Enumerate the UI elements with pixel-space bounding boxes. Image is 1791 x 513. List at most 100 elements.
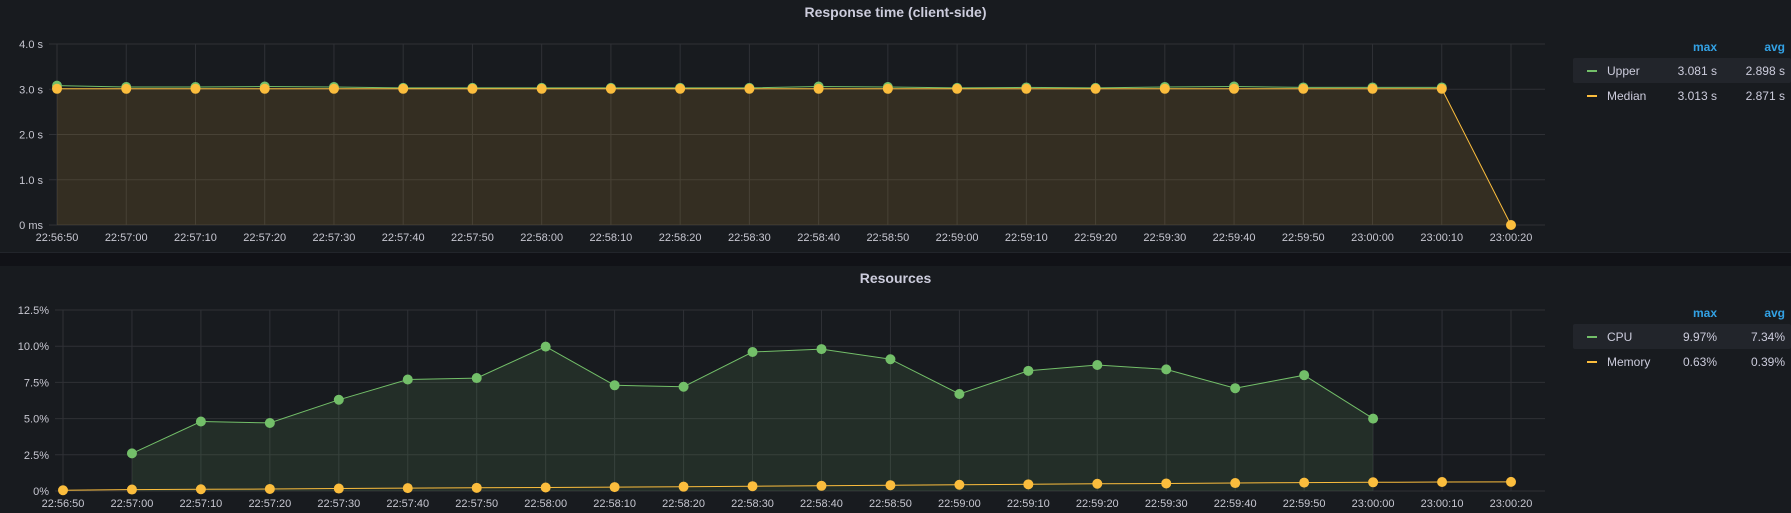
y-tick-label: 3.0 s (19, 84, 43, 96)
y-tick-label: 0 ms (19, 220, 43, 232)
x-tick-label: 22:58:00 (520, 232, 563, 244)
legend-series-name: Median (1607, 89, 1647, 103)
y-tick-label: 2.0 s (19, 130, 43, 142)
data-point-memory (1506, 476, 1516, 487)
data-point-memory (471, 482, 482, 493)
y-tick-label: 1.0 s (19, 175, 43, 187)
series-area-cpu (132, 346, 1374, 491)
x-tick-label: 22:57:20 (243, 232, 286, 244)
x-tick-label: 23:00:10 (1420, 232, 1463, 244)
legend-max-header[interactable]: max (1692, 40, 1717, 54)
data-point-cpu (126, 448, 137, 459)
x-tick-label: 22:59:20 (1074, 232, 1117, 244)
data-point-memory (402, 483, 413, 494)
data-point-memory (1368, 477, 1379, 488)
x-tick-label: 23:00:20 (1490, 498, 1533, 510)
resources-panel: Resources 0% 2.5% 5.0% 7.5% 10.0% 12.5% 22:56:… (0, 266, 1791, 513)
data-point-median (1229, 83, 1240, 94)
resources-legend: max avg CPU 9.97% 7.34% Memory 0.63% 0.3… (1573, 304, 1791, 374)
data-point-median (744, 83, 755, 94)
series-color-swatch (1587, 70, 1597, 72)
data-point-median (1159, 83, 1170, 94)
legend-avg-value: 0.39% (1750, 355, 1785, 369)
x-tick-label: 22:59:10 (1007, 498, 1050, 510)
x-tick-label: 22:59:40 (1213, 232, 1256, 244)
data-point-cpu (609, 380, 620, 391)
x-tick-label: 22:58:50 (869, 498, 912, 510)
x-tick-label: 22:57:50 (451, 232, 494, 244)
data-point-cpu (1161, 364, 1172, 375)
series-area-median (57, 88, 1511, 225)
data-point-median (813, 83, 824, 94)
data-point-cpu (1092, 360, 1103, 371)
series-line-memory (62, 481, 1512, 491)
legend-max-header[interactable]: max (1692, 306, 1717, 320)
data-point-cpu (264, 417, 275, 428)
legend-item-upper[interactable]: Upper 3.081 s 2.898 s (1573, 58, 1791, 83)
data-point-median (328, 83, 339, 94)
data-point-cpu (1230, 383, 1241, 394)
y-tick-label: 10.0% (18, 341, 49, 353)
legend-avg-header[interactable]: avg (1764, 306, 1785, 320)
data-point-cpu (333, 394, 344, 405)
data-point-cpu (540, 341, 551, 352)
data-point-median (1021, 83, 1032, 94)
response-time-chart[interactable]: 0 ms 1.0 s 2.0 s 3.0 s 4.0 s 22:56:50 22:57:00… (0, 0, 1560, 252)
data-point-memory (195, 484, 206, 495)
response-time-legend: max avg Upper 3.081 s 2.898 s Median 3.0… (1573, 38, 1791, 108)
data-point-memory (126, 484, 137, 495)
data-point-memory (1437, 477, 1448, 488)
y-tick-label: 7.5% (24, 377, 49, 389)
x-tick-label: 22:59:10 (1005, 232, 1048, 244)
data-point-cpu (471, 373, 482, 384)
data-point-memory (1023, 479, 1034, 490)
x-tick-label: 23:00:00 (1352, 498, 1395, 510)
data-point-median (398, 83, 409, 94)
data-point-cpu (885, 354, 896, 365)
legend-series-name: CPU (1607, 330, 1633, 344)
legend-avg-value: 2.871 s (1745, 89, 1785, 103)
x-tick-label: 22:58:40 (797, 232, 840, 244)
data-point-median (1436, 83, 1447, 94)
legend-avg-header[interactable]: avg (1764, 40, 1785, 54)
legend-item-memory[interactable]: Memory 0.63% 0.39% (1573, 349, 1791, 374)
x-tick-label: 22:58:10 (593, 498, 636, 510)
data-point-memory (885, 480, 896, 491)
x-tick-label: 22:59:30 (1145, 498, 1188, 510)
x-tick-label: 22:57:30 (313, 232, 356, 244)
panel-title: Resources (859, 270, 932, 286)
series-color-swatch (1587, 95, 1597, 97)
data-point-memory (1092, 478, 1103, 489)
x-tick-label: 22:59:30 (1143, 232, 1186, 244)
x-tick-label: 22:57:40 (386, 498, 429, 510)
data-point-memory (540, 482, 551, 493)
series-color-swatch (1587, 361, 1597, 363)
legend-item-median[interactable]: Median 3.013 s 2.871 s (1573, 83, 1791, 108)
x-tick-label: 22:59:20 (1076, 498, 1119, 510)
data-point-median (605, 83, 616, 94)
data-point-median (121, 83, 132, 94)
data-point-cpu (1023, 365, 1034, 376)
x-tick-label: 22:59:50 (1282, 232, 1325, 244)
data-point-memory (816, 480, 827, 491)
x-tick-label: 22:58:30 (728, 232, 771, 244)
legend-header: max avg (1573, 38, 1791, 58)
legend-item-cpu[interactable]: CPU 9.97% 7.34% (1573, 324, 1791, 349)
response-time-panel: Response time (client-side) 0 ms 1.0 s 2.0… (0, 0, 1791, 253)
data-point-cpu (1299, 370, 1310, 381)
y-tick-label: 4.0 s (19, 39, 43, 51)
data-point-cpu (1368, 413, 1379, 424)
data-point-median (1298, 83, 1309, 94)
resources-chart[interactable]: 0% 2.5% 5.0% 7.5% 10.0% 12.5% 22:56:50 22:57:00… (0, 266, 1560, 513)
x-tick-label: 22:58:40 (800, 498, 843, 510)
x-tick-label: 22:58:10 (589, 232, 632, 244)
x-tick-label: 22:58:00 (524, 498, 567, 510)
y-tick-label: 12.5% (18, 305, 49, 317)
legend-series-name: Upper (1607, 64, 1640, 78)
x-tick-label: 23:00:00 (1351, 232, 1394, 244)
x-tick-label: 22:58:50 (866, 232, 909, 244)
x-tick-label: 22:59:00 (938, 498, 981, 510)
x-tick-label: 22:58:30 (731, 498, 774, 510)
x-tick-label: 22:58:20 (659, 232, 702, 244)
legend-max-value: 0.63% (1682, 355, 1717, 369)
